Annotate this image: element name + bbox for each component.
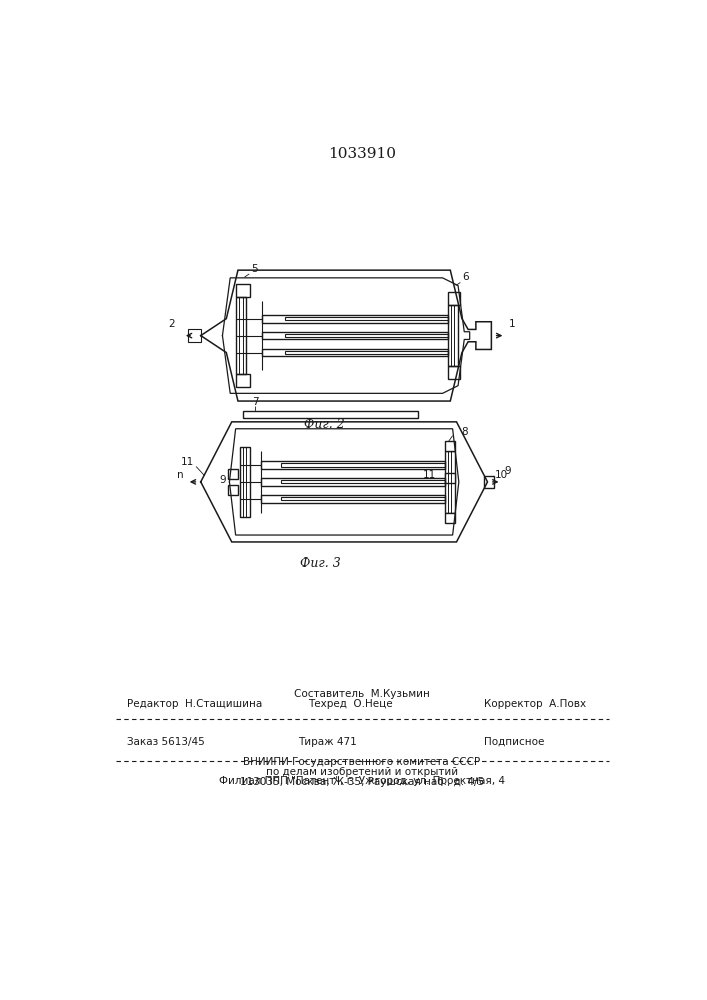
Bar bbox=[236, 374, 250, 387]
Text: 6: 6 bbox=[462, 272, 469, 282]
Text: Заказ 5613/45: Заказ 5613/45 bbox=[127, 737, 205, 747]
Text: Составитель  М.Кузьмин: Составитель М.Кузьмин bbox=[294, 689, 430, 699]
Bar bbox=[228, 469, 238, 479]
Bar bbox=[262, 315, 448, 323]
Text: Техред  О.Неце: Техред О.Неце bbox=[308, 699, 392, 709]
Bar bbox=[285, 334, 448, 337]
Bar bbox=[228, 485, 238, 495]
Bar bbox=[243, 411, 418, 418]
Text: 2: 2 bbox=[168, 319, 175, 329]
Text: 7: 7 bbox=[252, 397, 258, 407]
Text: 10: 10 bbox=[495, 470, 508, 480]
Bar bbox=[281, 463, 445, 466]
Bar bbox=[285, 351, 448, 354]
Text: Тираж 471: Тираж 471 bbox=[298, 737, 356, 747]
Text: Подписное: Подписное bbox=[484, 737, 544, 747]
Text: Филиал ППП "Патент", г. Ужгород, ул. Проектная, 4: Филиал ППП "Патент", г. Ужгород, ул. Про… bbox=[219, 776, 505, 786]
Text: 113035, Москва, Ж-35, Раушская наб., д. 4/5: 113035, Москва, Ж-35, Раушская наб., д. … bbox=[240, 777, 484, 787]
Text: 1033910: 1033910 bbox=[328, 147, 396, 161]
Bar bbox=[285, 317, 448, 320]
Text: 9: 9 bbox=[219, 475, 226, 485]
Bar bbox=[445, 473, 455, 483]
Bar bbox=[261, 461, 445, 469]
Bar bbox=[262, 332, 448, 339]
Text: 1: 1 bbox=[508, 319, 515, 329]
Bar bbox=[448, 366, 460, 379]
Text: по делам изобретений и открытий: по делам изобретений и открытий bbox=[266, 767, 458, 777]
Text: 9: 9 bbox=[505, 466, 511, 476]
Text: Редактор  Н.Стащишина: Редактор Н.Стащишина bbox=[127, 699, 262, 709]
Bar bbox=[448, 305, 458, 366]
Bar bbox=[445, 451, 455, 513]
Bar bbox=[281, 497, 445, 500]
Text: n: n bbox=[177, 470, 184, 480]
Text: Фиг. 3: Фиг. 3 bbox=[300, 557, 341, 570]
Text: 8: 8 bbox=[461, 427, 467, 437]
Bar bbox=[235, 297, 247, 374]
Text: 11: 11 bbox=[422, 470, 436, 480]
Text: 11: 11 bbox=[181, 457, 194, 467]
Bar bbox=[445, 513, 455, 523]
Bar bbox=[261, 478, 445, 486]
Bar bbox=[262, 349, 448, 356]
Text: ВНИИПИ Государственного комитета СССР: ВНИИПИ Государственного комитета СССР bbox=[243, 757, 481, 767]
Bar bbox=[281, 480, 445, 483]
Bar bbox=[261, 495, 445, 503]
Text: Фиг. 2: Фиг. 2 bbox=[305, 418, 345, 431]
Text: 5: 5 bbox=[251, 264, 257, 274]
Text: Корректор  А.Повх: Корректор А.Повх bbox=[484, 699, 586, 709]
Bar bbox=[445, 441, 455, 451]
Bar bbox=[240, 447, 250, 517]
Bar bbox=[236, 284, 250, 297]
Bar bbox=[448, 292, 460, 305]
Bar bbox=[187, 329, 201, 342]
Bar bbox=[484, 476, 493, 488]
